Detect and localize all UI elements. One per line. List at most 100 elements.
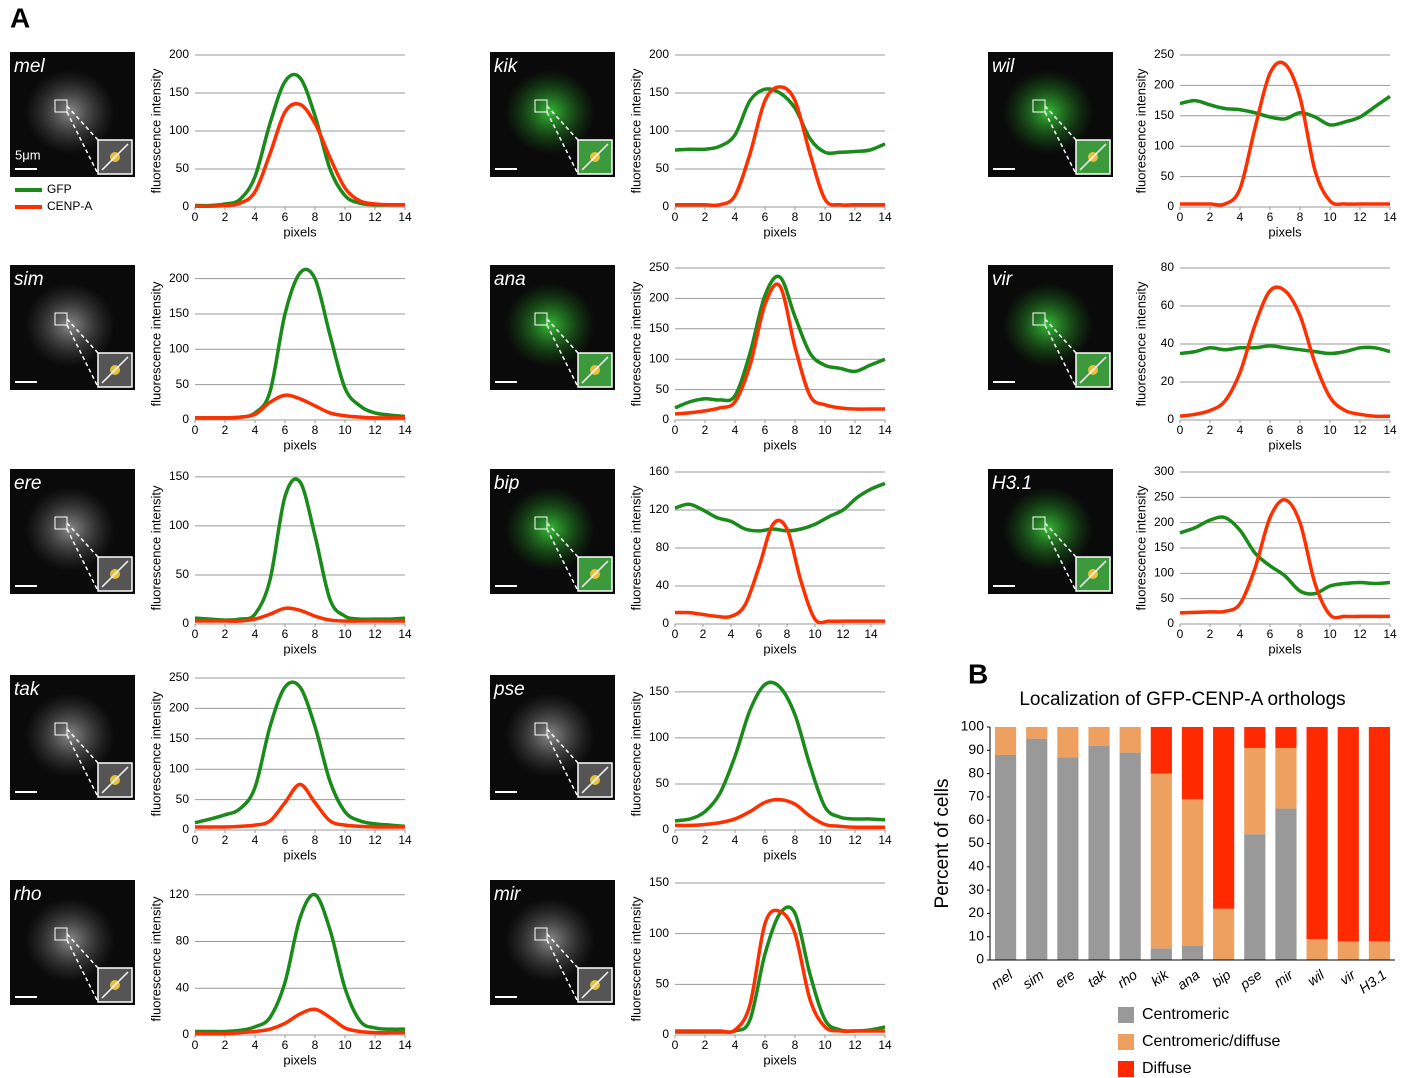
y-tick-label: 100 xyxy=(169,123,189,137)
x-tick-label: pse xyxy=(1236,966,1265,993)
x-tick-label: 8 xyxy=(312,1038,319,1052)
x-axis-label: pixels xyxy=(283,437,317,452)
zoom-line xyxy=(66,324,99,388)
bar-segment xyxy=(1275,727,1297,748)
x-tick-label: 4 xyxy=(732,423,739,437)
zoom-line xyxy=(546,324,579,388)
bar-segment xyxy=(1306,939,1328,960)
inset-line xyxy=(581,766,609,794)
x-tick-label: 12 xyxy=(1353,423,1367,437)
y-tick-label: 100 xyxy=(1154,138,1174,152)
x-tick-label: 6 xyxy=(762,210,769,224)
x-tick-label: 12 xyxy=(368,833,382,847)
image-label: ana xyxy=(494,269,526,290)
inset-line xyxy=(1079,560,1107,588)
x-tick-label: 10 xyxy=(338,1038,352,1052)
x-tick-label: 6 xyxy=(1267,210,1274,224)
y-tick-label: 50 xyxy=(656,977,670,991)
x-tick-label: 12 xyxy=(848,833,862,847)
y-axis-label: fluorescence intensity xyxy=(1133,68,1148,194)
x-tick-label: 6 xyxy=(762,423,769,437)
zoom-line xyxy=(546,933,579,969)
y-tick-label: 70 xyxy=(968,788,984,804)
image-label: tak xyxy=(14,679,41,700)
y-tick-label: 0 xyxy=(182,199,189,213)
y-axis-label: fluorescence intensity xyxy=(628,896,643,1022)
y-tick-label: 100 xyxy=(169,761,189,775)
y-tick-label: 50 xyxy=(656,776,670,790)
x-tick-label: 2 xyxy=(700,627,707,641)
x-tick-label: 14 xyxy=(878,1038,892,1052)
y-tick-label: 150 xyxy=(169,85,189,99)
zoom-line xyxy=(66,734,99,798)
inset-line xyxy=(581,971,609,999)
y-tick-label: 90 xyxy=(968,741,984,757)
x-tick-label: 10 xyxy=(818,210,832,224)
line-series xyxy=(1179,515,1391,596)
y-tick-label: 0 xyxy=(1167,412,1174,426)
image-label: sim xyxy=(14,269,44,290)
y-tick-label: 50 xyxy=(968,834,984,850)
x-tick-label: 2 xyxy=(1207,210,1214,224)
line-series xyxy=(1179,94,1391,127)
zoom-line xyxy=(66,528,99,592)
y-tick-label: 250 xyxy=(1154,47,1174,61)
y-axis-label: Percent of cells xyxy=(932,779,953,909)
x-tick-label: 4 xyxy=(732,210,739,224)
x-tick-label: 14 xyxy=(878,423,892,437)
x-tick-label: tak xyxy=(1084,966,1109,990)
x-tick-label: 8 xyxy=(792,1038,799,1052)
y-tick-label: 80 xyxy=(1161,260,1175,274)
y-tick-label: 40 xyxy=(1161,336,1175,350)
zoom-line xyxy=(66,522,99,558)
x-tick-label: 0 xyxy=(1177,210,1184,224)
x-tick-label: 12 xyxy=(368,210,382,224)
x-tick-label: 14 xyxy=(398,210,412,224)
y-tick-label: 150 xyxy=(169,731,189,745)
zoom-line xyxy=(546,939,579,1003)
x-tick-label: 0 xyxy=(672,1038,679,1052)
x-tick-label: 14 xyxy=(1383,423,1397,437)
bar-segment xyxy=(1150,773,1172,949)
zoom-line xyxy=(546,728,579,764)
y-tick-label: 80 xyxy=(968,764,984,780)
x-tick-label: 0 xyxy=(192,1038,199,1052)
y-tick-label: 0 xyxy=(1167,616,1174,630)
x-tick-label: 0 xyxy=(672,627,679,641)
bar-segment xyxy=(1088,745,1110,960)
line-series xyxy=(194,680,406,829)
y-tick-label: 300 xyxy=(1154,464,1174,478)
y-tick-label: 60 xyxy=(968,811,984,827)
y-tick-label: 150 xyxy=(169,306,189,320)
line-series xyxy=(674,518,885,625)
y-tick-label: 0 xyxy=(182,1027,189,1041)
inset-line xyxy=(1079,143,1107,171)
y-tick-label: 0 xyxy=(662,616,669,630)
x-axis-label: pixels xyxy=(1268,224,1302,239)
x-tick-label: 0 xyxy=(192,627,199,641)
bar-segment xyxy=(1275,747,1297,809)
x-tick-label: 10 xyxy=(338,833,352,847)
y-tick-label: 150 xyxy=(649,321,669,335)
zoom-line xyxy=(546,318,579,354)
scale-bar-label: 5μm xyxy=(15,147,41,162)
x-tick-label: 6 xyxy=(762,833,769,847)
y-tick-label: 60 xyxy=(1161,298,1175,312)
y-tick-label: 50 xyxy=(656,382,670,396)
y-tick-label: 50 xyxy=(176,792,190,806)
x-tick-label: ana xyxy=(1174,966,1202,993)
bar-segment xyxy=(994,754,1017,960)
y-tick-label: 150 xyxy=(1154,540,1174,554)
y-tick-label: 200 xyxy=(169,271,189,285)
image-label: pse xyxy=(493,679,525,700)
x-axis-label: pixels xyxy=(763,1052,797,1067)
x-tick-label: mir xyxy=(1271,966,1297,991)
y-tick-label: 150 xyxy=(169,469,189,483)
line-series xyxy=(194,393,406,420)
y-axis-label: fluorescence intensity xyxy=(628,68,643,194)
y-tick-label: 200 xyxy=(169,701,189,715)
x-tick-label: 12 xyxy=(368,627,382,641)
y-tick-label: 80 xyxy=(176,934,190,948)
x-tick-label: 8 xyxy=(1297,423,1304,437)
legend-label: Centromeric/diffuse xyxy=(1142,1033,1281,1050)
